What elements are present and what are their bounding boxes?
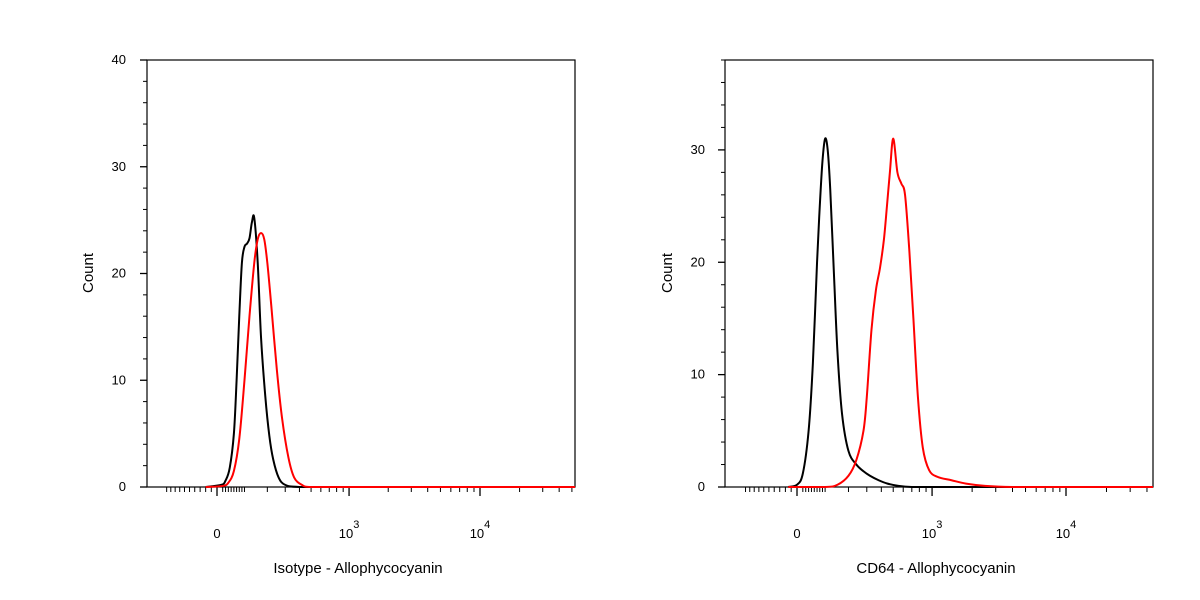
p0-plot-frame xyxy=(146,59,576,488)
p0-y-tick-label: 10 xyxy=(112,372,126,387)
p1-x-tick-label: 103 xyxy=(922,519,943,541)
p0-stained-histogram-red xyxy=(205,231,575,489)
p1-y-tick-label: 30 xyxy=(691,142,705,157)
p0-x-tick-label: 104 xyxy=(470,519,491,541)
p1-y-tick-label: 10 xyxy=(691,367,705,382)
p0-y-axis-title: Count xyxy=(80,252,97,293)
p1-plot-frame xyxy=(724,59,1154,488)
p0-x-tick-label: 0 xyxy=(213,526,220,541)
p1-x-axis-title: CD64 - Allophycocyanin xyxy=(856,560,1015,577)
p1-y-tick-label: 0 xyxy=(698,479,705,494)
histogram-panel-cd64: 0 10 20 30 0 103 104 CD64 - Allophycocyanin Coun… xyxy=(659,59,1154,577)
p0-x-axis-title: Isotype - Allophycocyanin xyxy=(273,560,442,577)
histogram-panel-isotype: 0 10 20 30 40 0 103 104 Isotype - Allophycocyani… xyxy=(80,52,576,577)
p0-y-tick-label: 0 xyxy=(119,479,126,494)
p1-y-axis-title: Count xyxy=(659,252,676,293)
p1-x-tick-label: 0 xyxy=(793,526,800,541)
p1-stained-histogram-red xyxy=(788,137,1153,489)
p0-y-tick-label: 20 xyxy=(112,266,126,281)
p0-control-histogram-black xyxy=(205,214,575,489)
p0-y-tick-label: 30 xyxy=(112,159,126,174)
p1-x-tick-label: 104 xyxy=(1056,519,1077,541)
p1-control-histogram-black xyxy=(788,137,1153,489)
p0-y-tick-label: 40 xyxy=(112,52,126,67)
p1-y-tick-label: 20 xyxy=(691,254,705,269)
p0-x-tick-label: 103 xyxy=(339,519,360,541)
